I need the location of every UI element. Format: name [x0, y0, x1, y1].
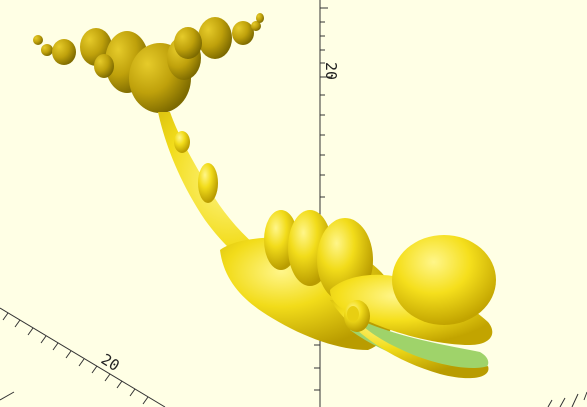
x-axis-line	[0, 307, 166, 407]
eye-highlight	[347, 306, 359, 322]
x-axis-ticks	[2, 312, 149, 405]
right-axis-ticks	[547, 391, 587, 407]
mouth-inner	[350, 320, 489, 374]
dorsal-fin-2	[198, 163, 218, 203]
head-dome	[392, 235, 496, 325]
z-axis-tick-label: 20	[322, 62, 340, 80]
lower-jaw	[330, 300, 489, 379]
rendered-model[interactable]	[33, 13, 496, 379]
y-axis-line	[0, 391, 15, 401]
dorsal-fin-1	[174, 131, 190, 153]
tail-fin	[33, 13, 264, 113]
x-axis-tick-label: 20	[98, 350, 123, 375]
